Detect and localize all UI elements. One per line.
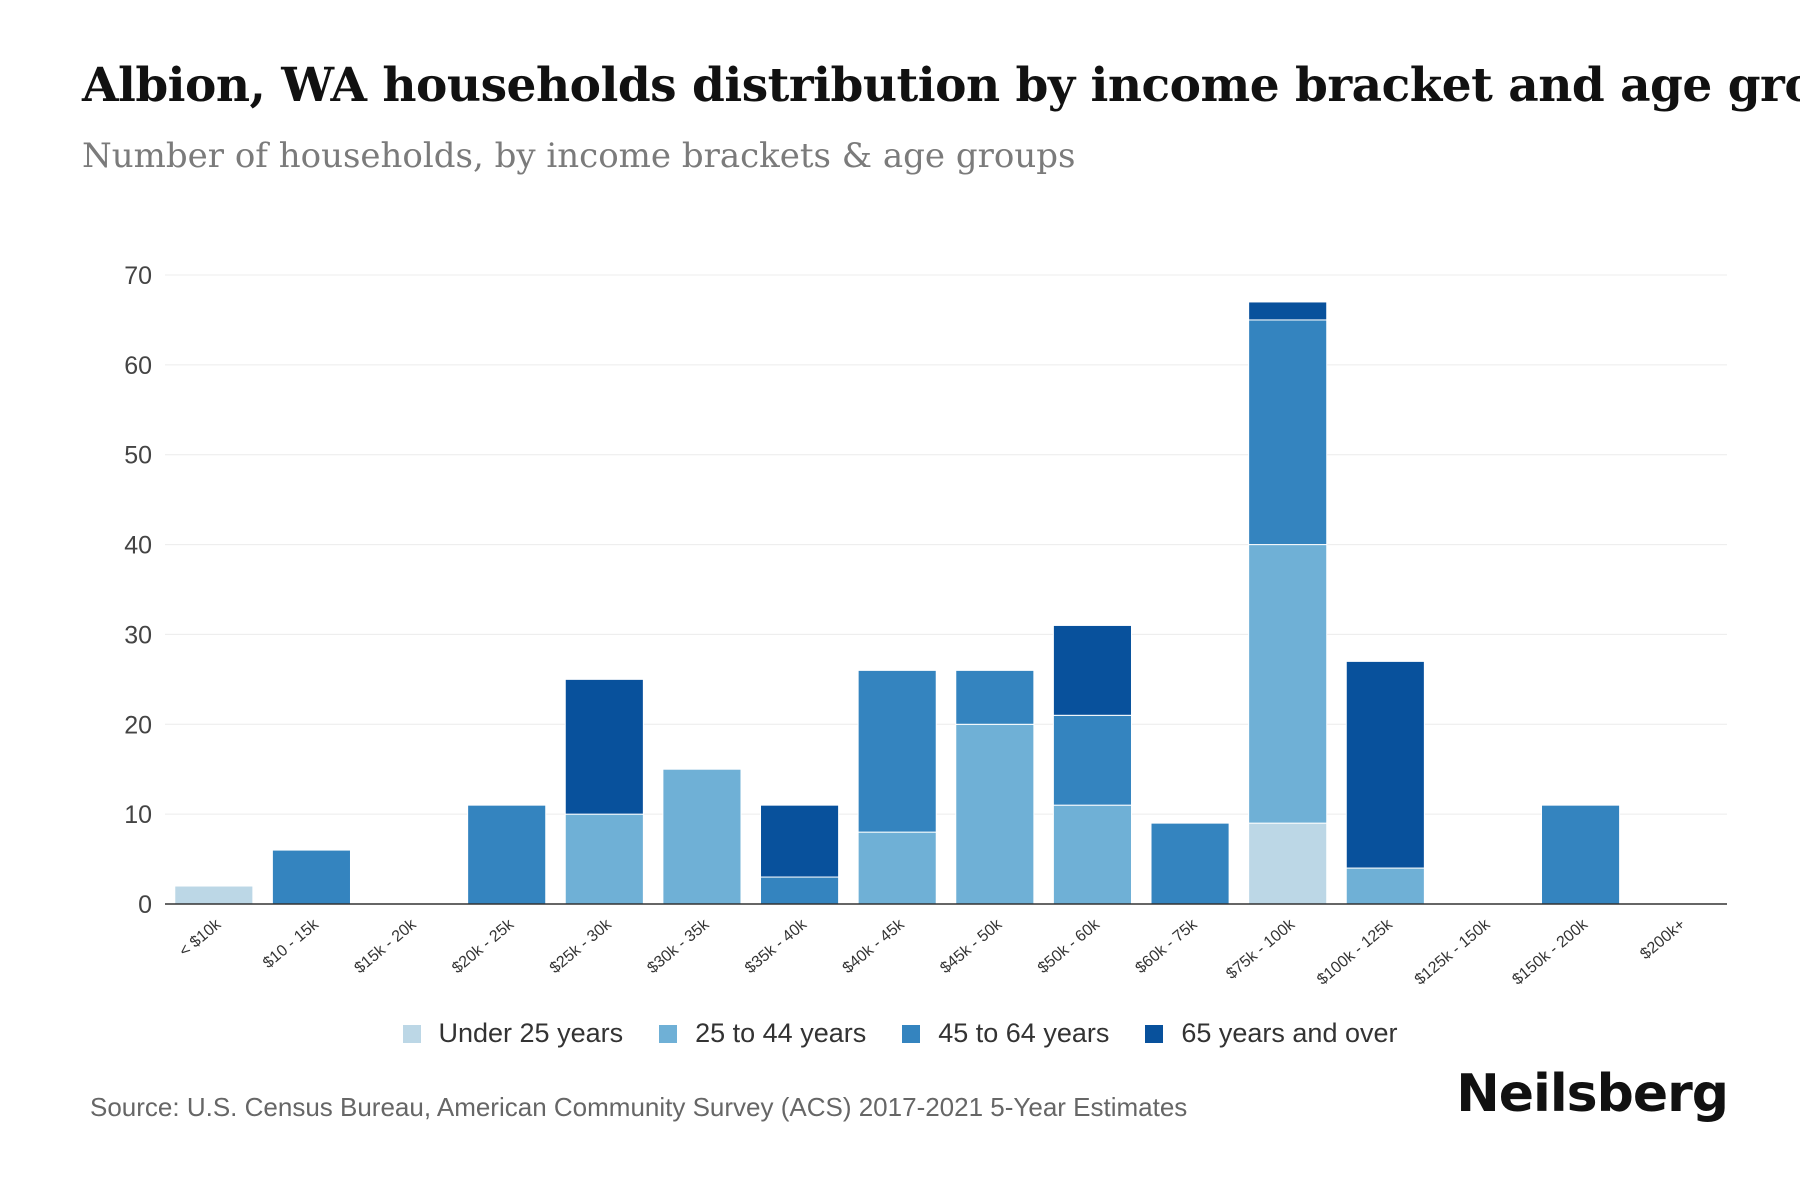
legend: Under 25 years 25 to 44 years 45 to 64 y… bbox=[0, 1018, 1800, 1049]
chart-subtitle: Number of households, by income brackets… bbox=[82, 136, 1076, 176]
bar-segment-7-2 bbox=[857, 669, 937, 833]
x-tick-label-12: $100k - 125k bbox=[1314, 915, 1397, 988]
stacked-bar-chart: 0 10 20 30 40 50 60 70 < $10k $10 - 15k $15k - 20k… bbox=[124, 262, 1727, 989]
x-tick-label-4: $25k - 30k bbox=[547, 915, 616, 977]
x-tick-label-3: $20k - 25k bbox=[449, 915, 518, 977]
x-tick-label-6: $35k - 40k bbox=[742, 915, 811, 977]
y-tick-label-0: 0 bbox=[138, 891, 152, 919]
y-tick-label-20: 20 bbox=[124, 711, 152, 739]
y-tick-label-10: 10 bbox=[124, 801, 152, 829]
x-tick-label-13: $125k - 150k bbox=[1412, 915, 1495, 988]
bar-segment-1-2 bbox=[271, 849, 351, 905]
bar-segment-3-2 bbox=[467, 804, 547, 905]
bar-segment-9-2 bbox=[1052, 714, 1132, 806]
y-tick-label-70: 70 bbox=[124, 262, 152, 290]
x-tick-label-0: < $10k bbox=[176, 915, 225, 960]
bar-segment-9-3 bbox=[1052, 624, 1132, 716]
x-tick-label-10: $60k - 75k bbox=[1132, 915, 1201, 977]
x-tick-label-9: $50k - 60k bbox=[1035, 915, 1104, 977]
legend-label-25-44: 25 to 44 years bbox=[695, 1018, 867, 1048]
legend-item-65-plus: 65 years and over bbox=[1145, 1018, 1398, 1049]
legend-swatch-45-64 bbox=[902, 1024, 921, 1043]
x-tick-label-2: $15k - 20k bbox=[351, 915, 420, 977]
chart-title: Albion, WA households distribution by in… bbox=[82, 58, 1800, 113]
x-tick-label-8: $45k - 50k bbox=[937, 915, 1006, 977]
y-tick-label-30: 30 bbox=[124, 621, 152, 649]
x-tick-label-5: $30k - 35k bbox=[644, 915, 713, 977]
y-tick-label-50: 50 bbox=[124, 442, 152, 470]
bar-segment-7-1 bbox=[857, 831, 937, 905]
bar-segment-11-1 bbox=[1248, 544, 1328, 824]
bar-segment-9-1 bbox=[1052, 804, 1132, 905]
x-tick-label-1: $10 - 15k bbox=[260, 915, 323, 972]
x-tick-label-11: $75k - 100k bbox=[1223, 915, 1299, 982]
bar-segment-6-2 bbox=[760, 876, 840, 905]
bar-segment-14-2 bbox=[1541, 804, 1621, 905]
bar-segment-6-3 bbox=[760, 804, 840, 878]
legend-swatch-65-plus bbox=[1145, 1024, 1164, 1043]
bar-segment-12-1 bbox=[1345, 867, 1425, 905]
legend-label-65-plus: 65 years and over bbox=[1181, 1018, 1398, 1048]
y-tick-label-60: 60 bbox=[124, 352, 152, 380]
legend-swatch-25-44 bbox=[659, 1024, 678, 1043]
bar-segment-4-3 bbox=[564, 678, 644, 815]
bar-segment-11-0 bbox=[1248, 822, 1328, 905]
source-note: Source: U.S. Census Bureau, American Com… bbox=[90, 1092, 1188, 1122]
legend-item-25-44: 25 to 44 years bbox=[659, 1018, 866, 1049]
bar-segment-12-3 bbox=[1345, 660, 1425, 869]
bar-segment-4-1 bbox=[564, 813, 644, 905]
legend-label-under-25: Under 25 years bbox=[438, 1018, 624, 1048]
y-tick-label-40: 40 bbox=[124, 532, 152, 560]
legend-item-45-64: 45 to 64 years bbox=[902, 1018, 1109, 1049]
bar-segment-11-3 bbox=[1248, 301, 1328, 321]
bar-segment-0-0 bbox=[174, 885, 254, 905]
x-tick-label-7: $40k - 45k bbox=[840, 915, 909, 977]
brand-logo: Neilsberg bbox=[1456, 1064, 1729, 1124]
legend-label-45-64: 45 to 64 years bbox=[938, 1018, 1110, 1048]
x-tick-label-14: $150k - 200k bbox=[1509, 915, 1592, 988]
bar-segment-5-1 bbox=[662, 768, 742, 905]
bar-segment-11-2 bbox=[1248, 319, 1328, 546]
bar-segment-10-2 bbox=[1150, 822, 1230, 905]
legend-swatch-under-25 bbox=[402, 1024, 421, 1043]
x-tick-label-15: $200k+ bbox=[1637, 916, 1688, 963]
legend-item-under-25: Under 25 years bbox=[402, 1018, 624, 1049]
bar-segment-8-1 bbox=[955, 723, 1035, 905]
bar-segment-8-2 bbox=[955, 669, 1035, 725]
